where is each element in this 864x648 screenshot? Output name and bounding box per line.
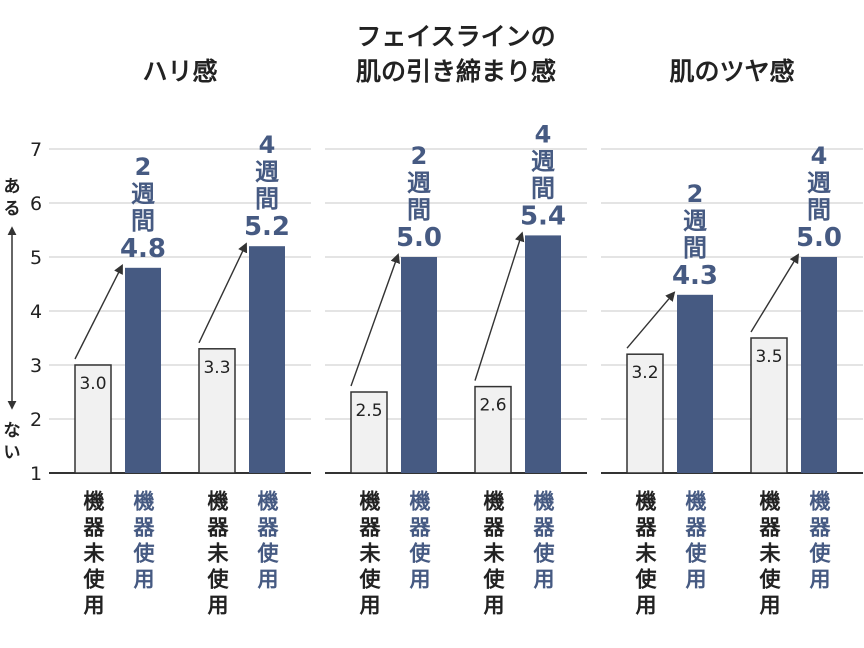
increase-arrow — [626, 291, 676, 349]
bar-before-label: 3.3 — [203, 358, 230, 378]
period-unit-char: 週 — [131, 180, 155, 208]
bar-before — [626, 353, 664, 474]
bar-before — [74, 364, 112, 474]
x-label-after: 機器使用 — [131, 490, 155, 594]
period-number: 4 — [811, 142, 828, 170]
period-unit-char: 間 — [807, 196, 831, 224]
panel-title: ハリ感 — [142, 57, 217, 86]
period-number: 2 — [687, 180, 704, 208]
y-tick-label: 4 — [30, 301, 42, 323]
bar-after — [125, 267, 161, 473]
x-label-before: 機器未使用 — [757, 490, 781, 620]
y-tick-label: 5 — [30, 247, 42, 269]
bar-after-label: 5.2 — [244, 212, 290, 242]
x-label-before: 機器未使用 — [633, 490, 657, 620]
period-unit-char: 週 — [255, 158, 279, 186]
bar-before-label: 2.5 — [355, 401, 382, 421]
x-label-after: 機器使用 — [683, 490, 707, 594]
increase-arrow — [350, 253, 400, 387]
period-unit-char: 週 — [807, 169, 831, 197]
bar-before — [474, 385, 512, 474]
bar-before-label: 3.5 — [755, 347, 782, 367]
increase-arrow — [474, 231, 525, 381]
y-tick-label: 6 — [30, 193, 42, 215]
y-tick-label: 1 — [30, 463, 42, 485]
panel-title: フェイスラインの — [356, 22, 555, 51]
bar-after — [401, 257, 437, 473]
x-label-after: 機器使用 — [407, 490, 431, 594]
bar-before — [750, 337, 788, 474]
x-label-after: 機器使用 — [531, 490, 555, 594]
y-tick-label: 7 — [30, 139, 42, 161]
period-unit-char: 週 — [407, 169, 431, 197]
x-label-after: 機器使用 — [255, 490, 279, 594]
increase-arrow — [74, 264, 123, 360]
x-label-before: 機器未使用 — [205, 490, 229, 620]
bar-before — [350, 391, 388, 474]
bar-after-label: 4.3 — [672, 261, 718, 291]
period-unit-char: 間 — [531, 174, 555, 202]
bar-before-label: 3.0 — [79, 374, 106, 394]
period-unit-char: 間 — [255, 185, 279, 213]
y-label-bottom: な — [4, 421, 21, 441]
period-unit-char: 間 — [683, 234, 707, 262]
y-tick-label: 3 — [30, 355, 42, 377]
bar-after-label: 5.4 — [520, 201, 566, 231]
bar-after — [525, 235, 561, 473]
period-number: 2 — [411, 142, 428, 170]
bar-after-label: 5.0 — [396, 223, 442, 253]
period-number: 2 — [135, 153, 152, 181]
period-unit-char: 間 — [131, 207, 155, 235]
period-unit-char: 間 — [407, 196, 431, 224]
x-label-after: 機器使用 — [807, 490, 831, 594]
x-label-before: 機器未使用 — [357, 490, 381, 620]
bar-before — [198, 348, 236, 474]
bar-before-label: 2.6 — [479, 396, 506, 416]
bar-before-label: 3.2 — [631, 363, 658, 383]
bar-after — [249, 246, 285, 473]
y-label-top: る — [4, 199, 21, 219]
increase-arrow — [198, 242, 248, 344]
panel-title: 肌のツヤ感 — [669, 57, 794, 86]
increase-arrow — [750, 253, 800, 333]
x-label-before: 機器未使用 — [81, 490, 105, 620]
period-number: 4 — [535, 120, 552, 148]
y-tick-label: 2 — [30, 409, 42, 431]
bar-after-label: 4.8 — [120, 234, 166, 264]
bar-after — [801, 257, 837, 473]
y-label-bottom: い — [4, 443, 21, 463]
bar-after — [677, 294, 713, 473]
period-unit-char: 週 — [531, 147, 555, 175]
x-label-before: 機器未使用 — [481, 490, 505, 620]
bar-after-label: 5.0 — [796, 223, 842, 253]
period-unit-char: 週 — [683, 207, 707, 235]
period-number: 4 — [259, 131, 276, 159]
panel-title: 肌の引き締まり感 — [356, 57, 556, 86]
y-label-top: あ — [4, 177, 21, 197]
